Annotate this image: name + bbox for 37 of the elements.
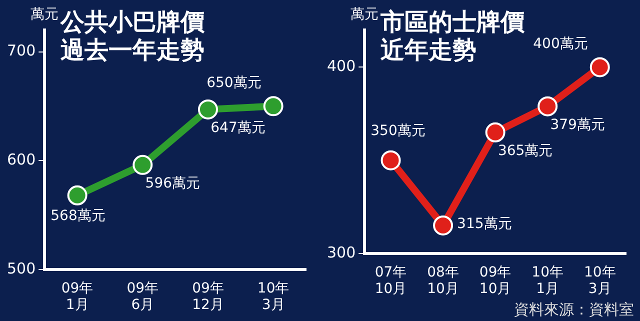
x-tick-label: 09年 10月 <box>479 264 512 298</box>
data-label: 568萬元 <box>50 208 106 224</box>
data-label: 596萬元 <box>145 176 200 192</box>
data-label: 315萬元 <box>457 216 512 232</box>
x-tick-label: 09年 12月 <box>192 280 224 314</box>
x-tick-label: 08年 10月 <box>427 264 459 298</box>
x-tick-label: 07年 10月 <box>374 264 407 298</box>
data-label: 365萬元 <box>498 143 553 160</box>
y-tick-label: 700 <box>6 42 36 60</box>
point <box>433 215 454 236</box>
y-tick-label: 500 <box>6 259 36 278</box>
y-axis-title: 萬元 <box>30 6 59 23</box>
point <box>380 150 401 170</box>
y-tick-label: 400 <box>326 57 356 76</box>
point <box>198 99 218 120</box>
y-tick-label: 300 <box>326 243 356 262</box>
data-label: 400萬元 <box>533 36 588 52</box>
chart-title: 公共小巴牌價過去一年走勢 <box>60 8 206 64</box>
data-label: 647萬元 <box>210 120 266 136</box>
data-label: 650萬元 <box>206 74 262 91</box>
y-tick-label: 600 <box>6 150 36 168</box>
source-note: 資料來源：資料室 <box>514 300 634 318</box>
point <box>263 96 284 116</box>
point <box>132 154 153 175</box>
data-label: 350萬元 <box>370 122 426 139</box>
point <box>590 57 610 78</box>
x-tick-label: 09年 6月 <box>126 280 159 314</box>
data-label: 379萬元 <box>550 116 605 133</box>
y-axis-title: 萬元 <box>350 6 379 23</box>
x-tick-label: 10年 3月 <box>584 264 616 298</box>
x-tick-label: 09年 1月 <box>61 280 94 314</box>
x-tick-label: 10年 1月 <box>532 264 564 298</box>
point <box>67 185 88 206</box>
point <box>485 122 506 142</box>
point <box>538 96 558 116</box>
chart-title: 市區的士牌價近年走勢 <box>380 8 526 64</box>
x-tick-label: 10年 3月 <box>257 280 290 314</box>
